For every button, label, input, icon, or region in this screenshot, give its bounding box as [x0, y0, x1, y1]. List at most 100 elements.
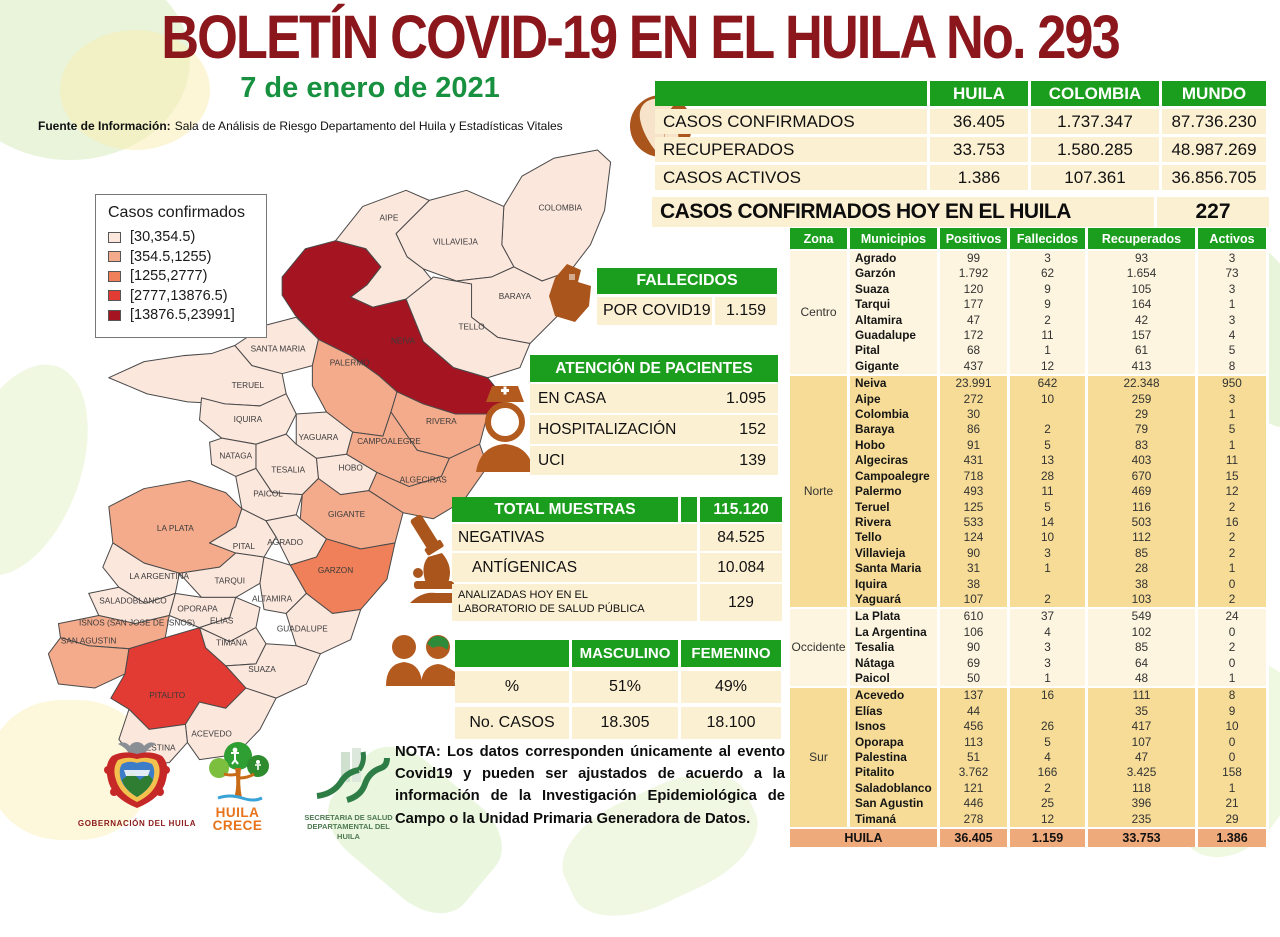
table-row: Garzón 1.792 62 1.654 73 [790, 266, 1269, 282]
map-label-nataga: NATAGA [219, 451, 252, 460]
column-header-municipios: Municipios [850, 228, 940, 249]
legend-range-label: [30,354.5) [130, 229, 196, 245]
table-row: Aipe 272 10 259 3 [790, 391, 1269, 408]
municipality-value: 235 [1088, 811, 1198, 828]
microscope-icon [408, 514, 464, 615]
municipality-value: 396 [1088, 796, 1198, 812]
municipality-value: 8 [1198, 358, 1269, 375]
muestras-total: 115.120 [700, 497, 782, 522]
municipality-value: 12 [1010, 358, 1088, 375]
total-value: 1.386 [1198, 827, 1269, 848]
municipality-value: 12 [1010, 811, 1088, 828]
municipality-name: Yaguará [850, 591, 940, 608]
map-label-agrado: AGRADO [267, 538, 303, 547]
municipality-tello [405, 276, 531, 379]
map-label-santa-maria: SANTA MARIA [251, 345, 306, 354]
table-row: Baraya 86 2 79 5 [790, 422, 1269, 438]
municipality-value: 1 [1198, 670, 1269, 687]
municipality-value: 51 [940, 750, 1010, 766]
legend-item: [30,354.5) [108, 229, 256, 245]
municipality-value: 125 [940, 499, 1010, 515]
legend-swatch [108, 231, 121, 243]
map-label-la-argentina: LA ARGENTINA [129, 572, 189, 581]
summary-cell: 107.361 [1031, 165, 1159, 190]
nota-text: NOTA: Los datos corresponden únicamente … [395, 744, 785, 827]
nurse-icon [474, 372, 536, 474]
table-row: Teruel 125 5 116 2 [790, 499, 1269, 515]
total-value: 36.405 [940, 827, 1010, 848]
municipality-value: 48 [1088, 670, 1198, 687]
municipality-name: Hobo [850, 437, 940, 454]
map-label-aipe: AIPE [380, 214, 399, 223]
municipality-value: 1 [1198, 437, 1269, 454]
table-row: Campoalegre 718 28 670 15 [790, 468, 1269, 485]
atencion-row: UCI 139 [530, 446, 778, 475]
municipality-value: 37 [1010, 607, 1088, 625]
municipality-value: 10 [1010, 391, 1088, 408]
municipality-acevedo [184, 687, 277, 761]
municipality-value: 2 [1198, 545, 1269, 562]
summary-row: RECUPERADOS 33.753 1.580.285 48.987.269 [655, 137, 1266, 162]
municipality-value: 10 [1198, 719, 1269, 735]
summary-header-blank [655, 81, 927, 106]
muestras-row: ANALIZADAS HOY EN EL LABORATORIO DE SALU… [452, 584, 782, 621]
muestras-label: ANALIZADAS HOY EN EL LABORATORIO DE SALU… [452, 584, 697, 621]
municipality-name: Elías [850, 703, 940, 720]
municipality-value: 1 [1010, 670, 1088, 687]
map-label-colombia: COLOMBIA [538, 203, 582, 212]
table-row: Colombia 30 29 1 [790, 407, 1269, 423]
zone-label: Norte [790, 374, 850, 608]
total-value: 1.159 [1010, 827, 1088, 848]
municipality-name: Paicol [850, 670, 940, 687]
legend-range-label: [1255,2777) [130, 268, 208, 284]
fallecidos-label: POR COVID19 [597, 297, 712, 325]
municipality-value: 2 [1010, 780, 1088, 797]
municipality-value: 718 [940, 468, 1010, 485]
column-header-zona: Zona [790, 228, 850, 249]
municipality-value: 112 [1088, 530, 1198, 546]
municipality-value: 5 [1198, 422, 1269, 438]
municipality-value: 102 [1088, 624, 1198, 641]
municipality-value: 47 [940, 312, 1010, 329]
municipality-value: 85 [1088, 640, 1198, 656]
municipality-value: 9 [1010, 281, 1088, 298]
table-row: Pitalito 3.762 166 3.425 158 [790, 765, 1269, 781]
huila-map-svg: COLOMBIA VILLAVIEJA AIPE BARAYA TELLO NEIVA SA… [47, 149, 612, 766]
muestras-label: ANTÍGENICAS [452, 553, 697, 582]
summary-row-label: RECUPERADOS [655, 137, 927, 162]
municipality-value: 157 [1088, 328, 1198, 344]
municipality-value: 469 [1088, 484, 1198, 500]
gender-cell: 18.305 [572, 707, 678, 739]
muestras-value: 10.084 [700, 553, 782, 582]
municipality-value: 85 [1088, 545, 1198, 562]
municipality-value: 3 [1198, 391, 1269, 408]
municipality-value: 259 [1088, 391, 1198, 408]
map-label-suaza: SUAZA [248, 665, 276, 674]
legend-item: [13876.5,23991] [108, 307, 256, 323]
municipality-value: 26 [1010, 719, 1088, 735]
municipality-name: Teruel [850, 499, 940, 515]
map-label-iquira: IQUIRA [234, 415, 263, 424]
municipality-value: 90 [940, 640, 1010, 656]
table-row: Norte Neiva 23.991 642 22.348 950 [790, 374, 1269, 608]
gender-cell: 51% [572, 671, 678, 703]
map-label-pital: PITAL [233, 542, 256, 551]
municipality-value: 12 [1198, 484, 1269, 500]
municipality-value: 11 [1010, 328, 1088, 344]
table-row: Rivera 533 14 503 16 [790, 514, 1269, 531]
municipality-value: 16 [1010, 686, 1088, 704]
fallecidos-value: 1.159 [715, 297, 777, 325]
municipality-value: 456 [940, 719, 1010, 735]
municipality-value [1010, 576, 1088, 592]
legend-title: Casos confirmados [108, 204, 245, 221]
map-label-palestina: PALESTINA [131, 744, 176, 753]
table-row: San Agustin 446 25 396 21 [790, 796, 1269, 812]
municipality-value: 3 [1010, 249, 1088, 267]
table-row: Tello 124 10 112 2 [790, 530, 1269, 546]
table-row: Occidente La Plata 610 37 549 24 [790, 607, 1269, 687]
municipality-value: 437 [940, 358, 1010, 375]
table-row: Villavieja 90 3 85 2 [790, 545, 1269, 562]
summary-table: HUILA COLOMBIA MUNDO CASOS CONFIRMADOS 3… [652, 78, 1269, 193]
municipality-value: 9 [1010, 297, 1088, 313]
